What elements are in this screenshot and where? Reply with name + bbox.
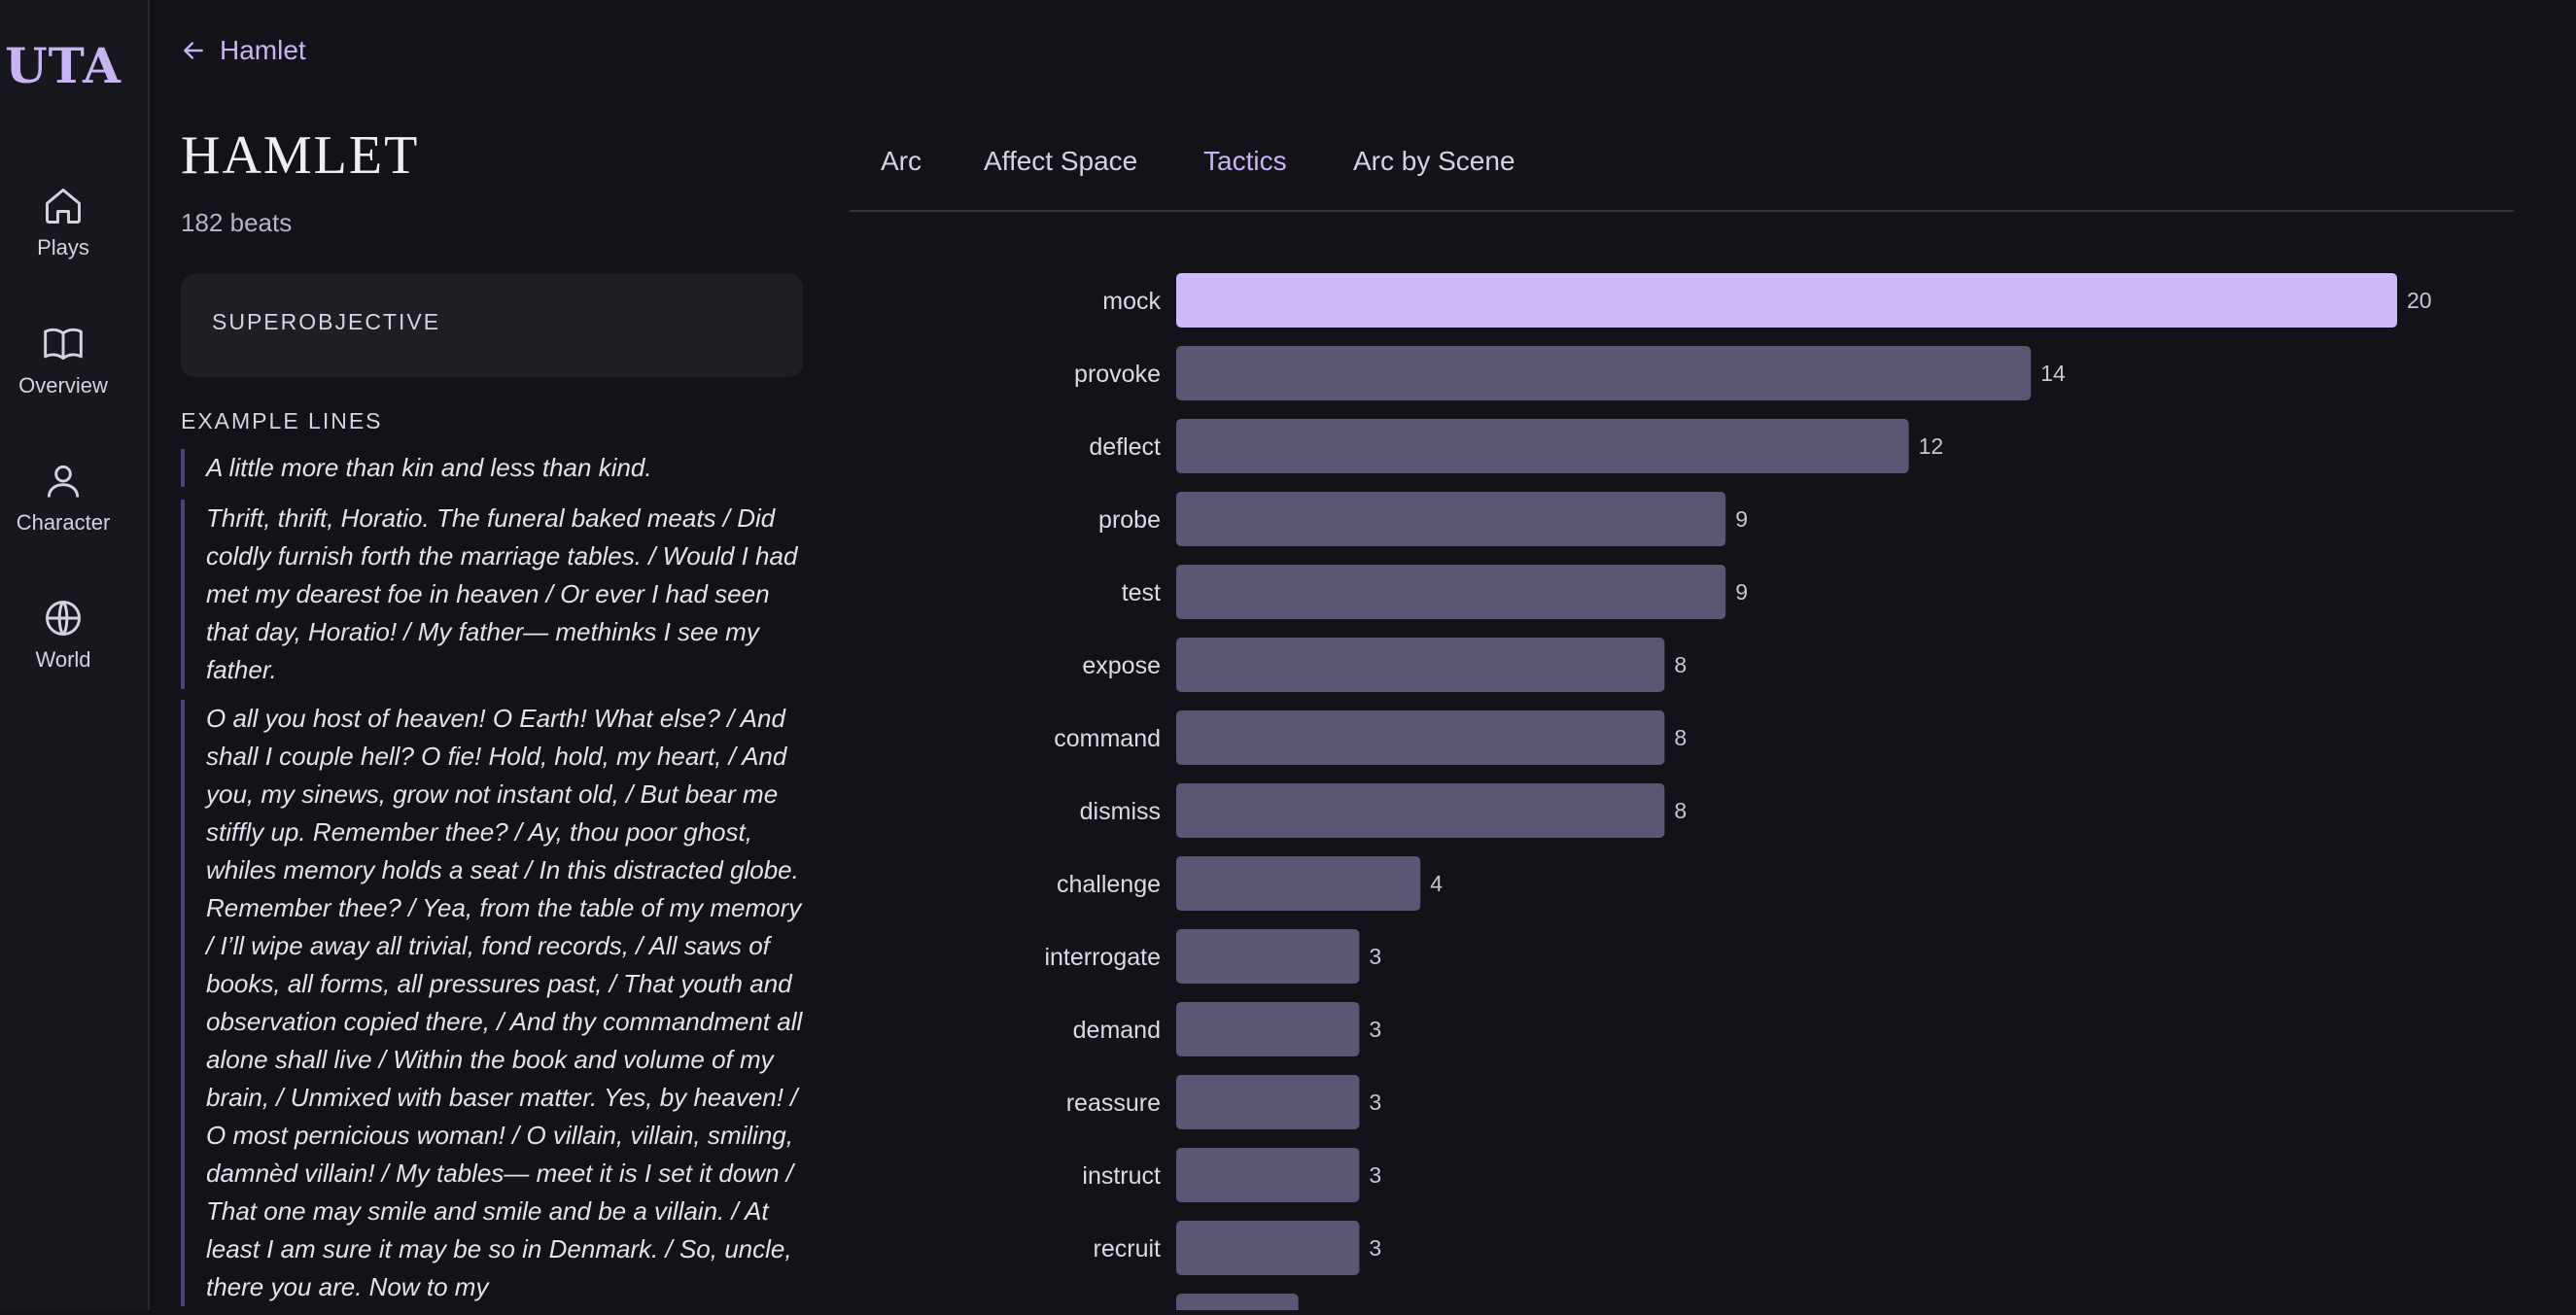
value-label: 3 bbox=[1369, 944, 1381, 969]
globe-icon bbox=[46, 601, 81, 636]
category-label: test bbox=[1122, 579, 1161, 606]
nav-label-character: Character bbox=[16, 510, 111, 535]
bar-unlabeled[interactable] bbox=[1176, 1294, 1299, 1315]
bar-probe[interactable] bbox=[1176, 492, 1726, 546]
arrow-left-icon bbox=[184, 42, 203, 59]
value-label: 8 bbox=[1674, 725, 1687, 750]
bar-challenge[interactable] bbox=[1176, 856, 1421, 911]
bar-recruit[interactable] bbox=[1176, 1221, 1360, 1275]
bar-command[interactable] bbox=[1176, 710, 1665, 765]
example-line: O all you host of heaven! O Earth! What … bbox=[181, 700, 803, 1306]
category-label: interrogate bbox=[1044, 944, 1161, 971]
value-label: 4 bbox=[1430, 871, 1443, 896]
category-label: reassure bbox=[1066, 1090, 1161, 1117]
bar-demand[interactable] bbox=[1176, 1002, 1360, 1056]
nav-item-world[interactable]: World bbox=[0, 597, 126, 673]
nav-item-plays[interactable]: Plays bbox=[0, 185, 126, 260]
back-link[interactable]: Hamlet bbox=[181, 35, 306, 66]
beat-count: 182 beats bbox=[181, 208, 293, 237]
tactics-chart: mock 20 provoke 14 deflect 12 probe 9 test 9 expos… bbox=[850, 224, 2514, 1315]
bar-mock[interactable] bbox=[1176, 273, 2397, 328]
person-icon bbox=[47, 465, 80, 498]
category-label: probe bbox=[1098, 506, 1161, 534]
category-label: provoke bbox=[1074, 361, 1161, 388]
bar-reassure[interactable] bbox=[1176, 1075, 1360, 1129]
superobjective-card[interactable]: SUPEROBJECTIVE bbox=[181, 274, 803, 377]
bar-instruct[interactable] bbox=[1176, 1148, 1360, 1202]
example-line: Thrift, thrift, Horatio. The funeral bak… bbox=[181, 500, 803, 689]
bar-provoke[interactable] bbox=[1176, 346, 2032, 400]
category-label: recruit bbox=[1094, 1235, 1162, 1263]
nav-item-overview[interactable]: Overview bbox=[0, 323, 126, 398]
superobjective-label: SUPEROBJECTIVE bbox=[212, 309, 441, 334]
value-label: 3 bbox=[1369, 1090, 1381, 1115]
bar-deflect[interactable] bbox=[1176, 419, 1909, 473]
category-label: challenge bbox=[1057, 871, 1161, 898]
bar-test[interactable] bbox=[1176, 565, 1726, 619]
value-label: 3 bbox=[1369, 1162, 1381, 1188]
tab-arc-by-scene[interactable]: Arc by Scene bbox=[1353, 146, 1515, 176]
page-title: HAMLET bbox=[181, 125, 420, 186]
example-lines-heading: EXAMPLE LINES bbox=[181, 408, 383, 433]
nav-label-world: World bbox=[35, 647, 91, 672]
example-line: A little more than kin and less than kin… bbox=[181, 449, 803, 487]
bar-dismiss[interactable] bbox=[1176, 783, 1665, 838]
category-label: demand bbox=[1073, 1017, 1161, 1044]
nav-rail: UTA Plays Overview Character World bbox=[0, 0, 150, 1310]
value-label: 3 bbox=[1369, 1235, 1381, 1261]
bar-interrogate[interactable] bbox=[1176, 929, 1360, 984]
tab-tactics[interactable]: Tactics bbox=[1203, 146, 1287, 176]
tab-affect-space[interactable]: Affect Space bbox=[984, 146, 1138, 176]
book-icon bbox=[44, 328, 83, 361]
nav-label-overview: Overview bbox=[18, 373, 108, 398]
category-label: expose bbox=[1082, 652, 1161, 679]
back-link-label: Hamlet bbox=[220, 35, 306, 65]
category-label: dismiss bbox=[1080, 798, 1161, 825]
category-label: instruct bbox=[1082, 1162, 1161, 1190]
category-label: deflect bbox=[1089, 433, 1161, 461]
bar-expose[interactable] bbox=[1176, 638, 1665, 692]
value-label: 9 bbox=[1735, 506, 1748, 532]
category-label: command bbox=[1054, 725, 1161, 752]
tactics-bar-chart: mock 20 provoke 14 deflect 12 probe 9 test 9 expos… bbox=[1044, 273, 2432, 1315]
category-label: mock bbox=[1102, 288, 1161, 315]
nav-item-character[interactable]: Character bbox=[0, 460, 126, 536]
home-icon bbox=[46, 189, 81, 224]
value-label: 12 bbox=[1919, 433, 1944, 459]
app-logo[interactable]: UTA bbox=[5, 37, 122, 94]
value-label: 20 bbox=[2407, 288, 2432, 313]
value-label: 8 bbox=[1674, 652, 1687, 677]
value-label: 8 bbox=[1674, 798, 1687, 823]
tab-arc[interactable]: Arc bbox=[881, 146, 922, 176]
nav-label-plays: Plays bbox=[37, 235, 89, 260]
value-label: 14 bbox=[2040, 361, 2066, 386]
value-label: 3 bbox=[1369, 1017, 1381, 1042]
value-label: 9 bbox=[1735, 579, 1748, 605]
view-tabs: Arc Affect Space Tactics Arc by Scene bbox=[850, 146, 2514, 212]
